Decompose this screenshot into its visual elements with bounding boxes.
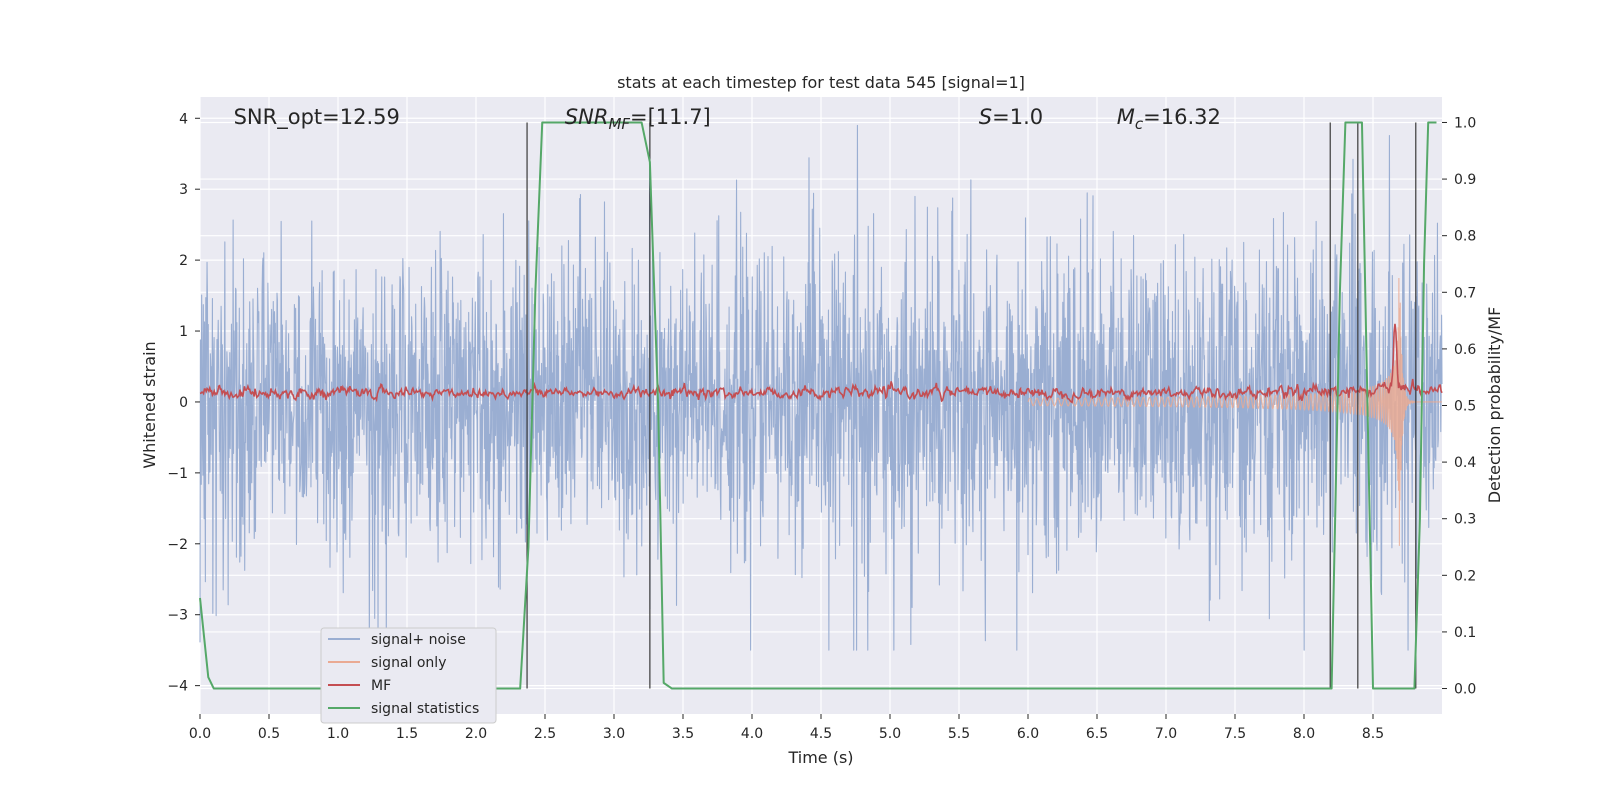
x-tick-label: 0.5 — [258, 726, 280, 742]
chart-title: stats at each timestep for test data 545… — [617, 73, 1025, 92]
y-tick-label: −1 — [167, 466, 188, 482]
series-mf — [199, 323, 1443, 404]
y-tick-label: −3 — [167, 608, 188, 624]
x-tick-label: 2.0 — [465, 726, 487, 742]
y-right-tick-label: 0.5 — [1454, 399, 1476, 415]
x-tick-label: 3.5 — [672, 726, 694, 742]
x-tick-label: 7.0 — [1155, 726, 1177, 742]
x-tick-label: 2.5 — [534, 726, 556, 742]
y-right-tick-label: 0.7 — [1454, 285, 1476, 301]
annotation-1: SNRMF=[11.7] — [565, 105, 711, 133]
y-right-tick-labels: 1.0 0.9 0.8 0.7 0.6 0.5 0.4 0.3 0.2 0.1 0.0 — [1442, 115, 1476, 698]
y-right-tick-label: 0.4 — [1454, 455, 1476, 471]
legend-label: signal only — [371, 655, 446, 671]
y-right-tick-label: 1.0 — [1454, 115, 1476, 131]
y-right-tick-label: 0.1 — [1454, 625, 1476, 641]
y-axis-label-right: Detection probability/MF — [1485, 307, 1504, 504]
legend-label: signal statistics — [371, 701, 479, 717]
y-tick-label: 1 — [179, 324, 188, 340]
y-right-tick-label: 0.0 — [1454, 682, 1476, 698]
y-right-tick-label: 0.9 — [1454, 172, 1476, 188]
y-tick-label: 4 — [179, 111, 188, 127]
legend-label: MF — [371, 678, 391, 694]
annotation-3: Mc=16.32 — [1117, 105, 1221, 133]
legend-label: signal+ noise — [371, 632, 466, 648]
x-tick-label: 8.0 — [1293, 726, 1315, 742]
x-tick-label: 6.5 — [1086, 726, 1108, 742]
legend: signal+ noise signal only MF signal statist… — [320, 627, 497, 724]
x-tick-labels: 0.0 0.5 1.0 1.5 2.0 2.5 3.0 3.5 4.0 4.5 5.0 5.5 6.0 6… — [189, 714, 1384, 742]
annotation-0: SNR_opt=12.59 — [234, 105, 400, 130]
y-tick-label: −2 — [167, 537, 188, 553]
signal-statistics-line — [199, 121, 1437, 690]
vertical-markers — [526, 122, 1417, 689]
mf-line — [199, 323, 1443, 404]
y-tick-label: 2 — [179, 253, 188, 269]
x-tick-label: 0.0 — [189, 726, 211, 742]
x-tick-label: 7.5 — [1224, 726, 1246, 742]
x-axis-label: Time (s) — [787, 748, 853, 767]
x-tick-label: 3.0 — [603, 726, 625, 742]
y-right-tick-label: 0.6 — [1454, 342, 1476, 358]
y-axis-label: Whitened strain — [140, 341, 159, 468]
x-tick-label: 4.0 — [741, 726, 763, 742]
x-tick-label: 8.5 — [1362, 726, 1384, 742]
annotation-2: S=1.0 — [979, 105, 1043, 129]
noise-line — [199, 124, 1443, 651]
x-tick-label: 6.0 — [1017, 726, 1039, 742]
series-signal-statistics — [199, 121, 1437, 690]
y-tick-label: −4 — [167, 679, 188, 695]
y-right-tick-label: 0.2 — [1454, 568, 1476, 584]
annotations: SNR_opt=12.59 SNRMF=[11.7] S=1.0 Mc=16.32 — [234, 105, 1221, 133]
legend-box — [320, 627, 497, 724]
y-right-tick-label: 0.8 — [1454, 229, 1476, 245]
y-tick-labels: 4 3 2 1 0 −1 −2 −3 −4 — [167, 111, 200, 695]
y-tick-label: 0 — [179, 395, 188, 411]
x-tick-label: 1.5 — [396, 726, 418, 742]
y-right-tick-label: 0.3 — [1454, 512, 1476, 528]
x-tick-label: 5.5 — [948, 726, 970, 742]
y-tick-label: 3 — [179, 182, 188, 198]
x-tick-label: 4.5 — [810, 726, 832, 742]
x-tick-label: 1.0 — [327, 726, 349, 742]
series-signal-noise — [199, 124, 1443, 651]
x-tick-label: 5.0 — [879, 726, 901, 742]
